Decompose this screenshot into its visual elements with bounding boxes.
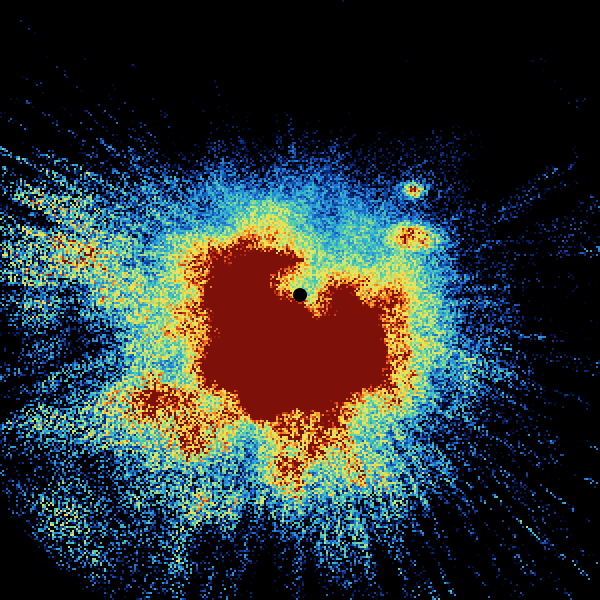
intensity-heatmap-canvas [0, 0, 600, 600]
image-viewport [0, 0, 600, 600]
